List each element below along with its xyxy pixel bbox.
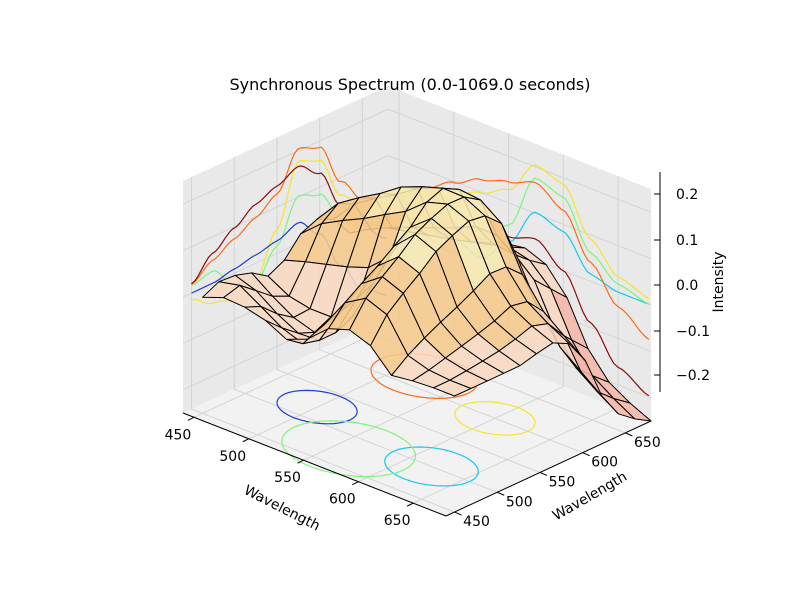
z-tick-label: 0.0 [676,278,698,294]
floor-contour [281,420,416,478]
x-tick [242,438,249,443]
y-tick [625,432,633,437]
y-tick [454,511,462,516]
x-axis-line [182,412,447,517]
x-tick [352,481,359,486]
axes: 450 500 550 600 650 450 500 550 600 650 −0.2 −0.1 0.… [165,172,710,530]
floor-contour [276,389,358,425]
floor-contour [454,400,536,436]
y-tick-label: 650 [634,435,661,451]
z-tick-label: 0.2 [676,187,698,203]
y-tick [539,471,548,476]
y-tick-label: 450 [463,514,490,530]
x-tick [187,416,195,421]
z-axis-label: Intensity [711,252,727,313]
z-tick-label: −0.2 [676,368,710,384]
z-tick-label: 0.1 [676,233,698,249]
left-wall-trace [191,146,387,285]
x-tick-label: 550 [274,470,301,486]
y-axis-line [445,420,652,517]
grid-line-z [182,108,652,213]
x-tick-label: 500 [219,449,246,465]
y-tick [582,452,590,457]
grid-line-z [182,155,652,260]
y-tick [497,491,505,496]
back-wall-trace [398,178,650,340]
surface-mesh [202,186,652,422]
x-tick-label: 650 [384,513,411,529]
x-tick [406,502,414,507]
y-tick-label: 600 [591,455,618,471]
surface-cell [433,379,472,397]
y-tick-label: 500 [506,494,533,510]
x-axis-label: Wavelength [241,482,322,534]
y-tick-label: 550 [549,474,576,490]
x-tick-label: 450 [165,427,192,443]
x-tick-label: 600 [329,492,356,508]
z-tick-label: −0.1 [676,324,710,340]
floor-pane [183,318,651,516]
x-tick [297,459,304,464]
floor-contour [384,446,479,487]
chart-title: Synchronous Spectrum (0.0-1069.0 seconds… [230,75,591,94]
